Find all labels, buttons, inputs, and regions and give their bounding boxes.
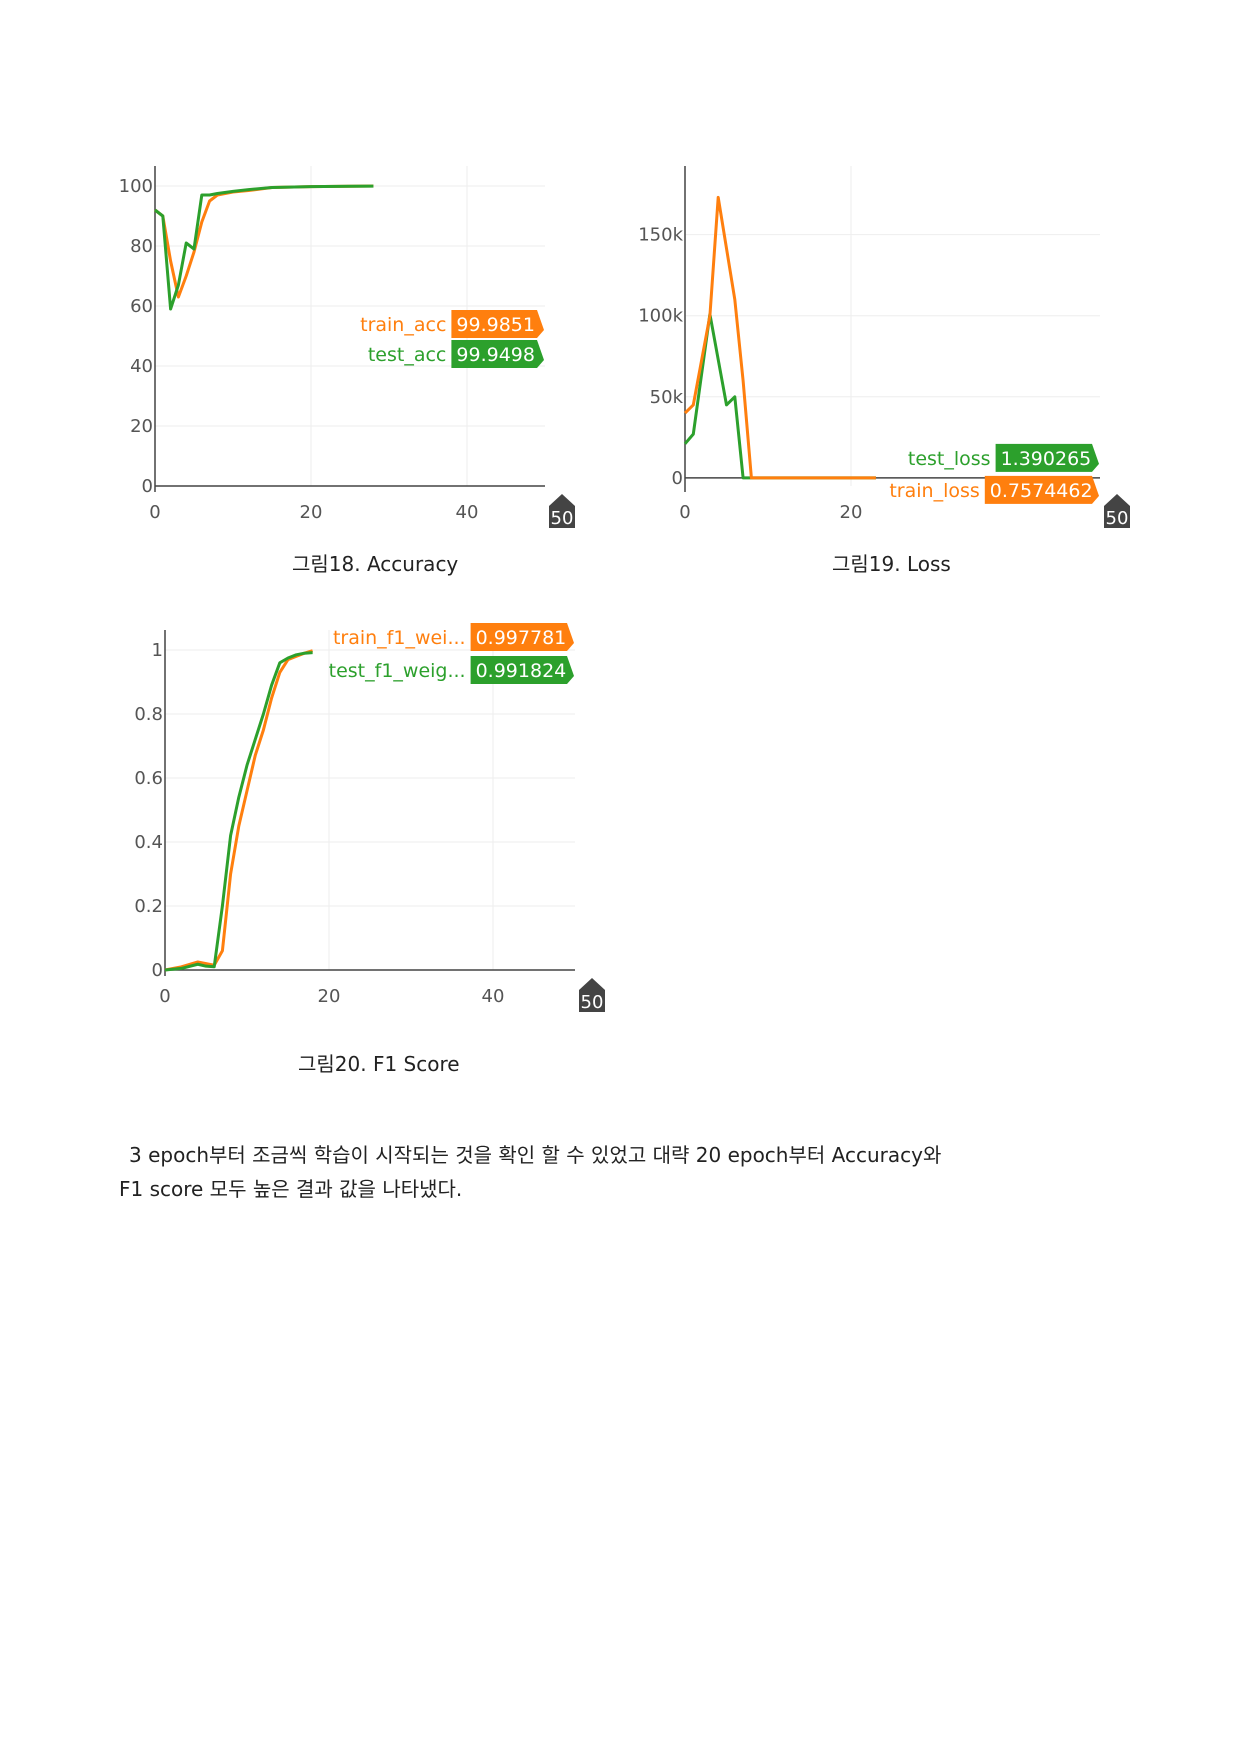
y-tick-label: 0.6	[134, 768, 163, 789]
series-name-label: train_loss	[889, 480, 979, 502]
series-value-pointer	[567, 656, 574, 684]
y-tick-label: 0	[152, 960, 163, 981]
y-tick-label: 0	[672, 468, 683, 489]
x-tick-label: 20	[318, 986, 341, 1007]
f1-score-chart: 0 0.2 0.4 0.6 0.8 1 0 20 40 50 0.997781 train_f1_we…	[134, 623, 605, 1013]
y-tick-label: 100	[119, 176, 153, 197]
y-tick-label: 80	[130, 236, 153, 257]
range-end-badge-pointer	[1104, 494, 1130, 506]
accuracy-chart: 0 20 40 60 80 100 0 20 40 50 99.9851 train_acc 99.94…	[119, 166, 575, 529]
range-end-label: 50	[551, 508, 574, 529]
test-series-line	[164, 651, 313, 972]
x-tick-label: 0	[679, 502, 690, 523]
x-tick-label: 0	[149, 502, 160, 523]
series-value-pointer	[1092, 443, 1099, 472]
series-value-label: 99.9851	[456, 314, 535, 336]
figure-19-caption: 그림19. Loss	[832, 552, 951, 576]
series-value-pointer	[567, 623, 574, 651]
y-tick-label: 50k	[650, 387, 684, 408]
x-tick-label: 40	[456, 502, 479, 523]
series-value-box	[451, 340, 537, 368]
y-tick-label: 1	[152, 640, 163, 661]
figure-20-caption: 그림20. F1 Score	[298, 1052, 460, 1076]
series-value-label: 0.997781	[476, 627, 567, 649]
loss-chart: 0 50k 100k 150k 0 20 50 1.390265 test_loss 0.7574…	[638, 166, 1130, 529]
series-value-label: 99.9498	[456, 344, 535, 366]
body-line-2: F1 score 모두 높은 결과 값을 나타냈다.	[119, 1177, 463, 1201]
test-series-line	[154, 184, 374, 311]
series-value-label: 0.7574462	[990, 480, 1093, 502]
body-line-1: 3 epoch부터 조금씩 학습이 시작되는 것을 확인 할 수 있었고 대략 …	[129, 1143, 942, 1167]
body-paragraph: 3 epoch부터 조금씩 학습이 시작되는 것을 확인 할 수 있었고 대략 …	[119, 1138, 1079, 1206]
range-end-badge	[1104, 506, 1130, 528]
series-name-label: test_f1_weig...	[329, 660, 466, 682]
series-value-box	[451, 310, 537, 338]
y-tick-label: 0.4	[134, 832, 163, 853]
y-tick-label: 0.8	[134, 704, 163, 725]
series-value-box	[995, 443, 1092, 472]
range-end-badge-pointer	[579, 978, 605, 990]
series-value-label: 1.390265	[1001, 448, 1092, 470]
range-end-badge	[579, 990, 605, 1012]
train-series-line	[154, 184, 374, 299]
series-name-label: train_acc	[360, 314, 446, 336]
x-tick-label: 20	[840, 502, 863, 523]
x-tick-label: 0	[159, 986, 170, 1007]
range-end-badge	[549, 506, 575, 528]
range-end-badge-pointer	[549, 494, 575, 506]
y-tick-label: 0.2	[134, 896, 163, 917]
train-series-line	[164, 649, 314, 972]
y-tick-label: 40	[130, 356, 153, 377]
test-series-line	[683, 312, 876, 480]
train-series-line	[683, 195, 876, 480]
series-name-label: test_loss	[908, 448, 991, 470]
series-value-box	[984, 475, 1092, 504]
range-end-label: 50	[1106, 508, 1129, 529]
x-tick-label: 20	[300, 502, 323, 523]
series-value-box	[470, 623, 567, 651]
series-value-label: 0.991824	[476, 660, 567, 682]
x-tick-label: 40	[482, 986, 505, 1007]
series-value-box	[470, 656, 567, 684]
y-tick-label: 0	[142, 476, 153, 497]
series-name-label: test_acc	[368, 344, 447, 366]
y-tick-label: 60	[130, 296, 153, 317]
y-tick-label: 20	[130, 416, 153, 437]
series-name-label: train_f1_wei...	[333, 627, 466, 649]
y-tick-label: 100k	[638, 306, 683, 327]
series-value-pointer	[1092, 475, 1099, 504]
figure-18-caption: 그림18. Accuracy	[292, 552, 459, 576]
y-tick-label: 150k	[638, 225, 683, 246]
series-value-pointer	[537, 340, 544, 368]
range-end-label: 50	[581, 992, 604, 1013]
series-value-pointer	[537, 310, 544, 338]
